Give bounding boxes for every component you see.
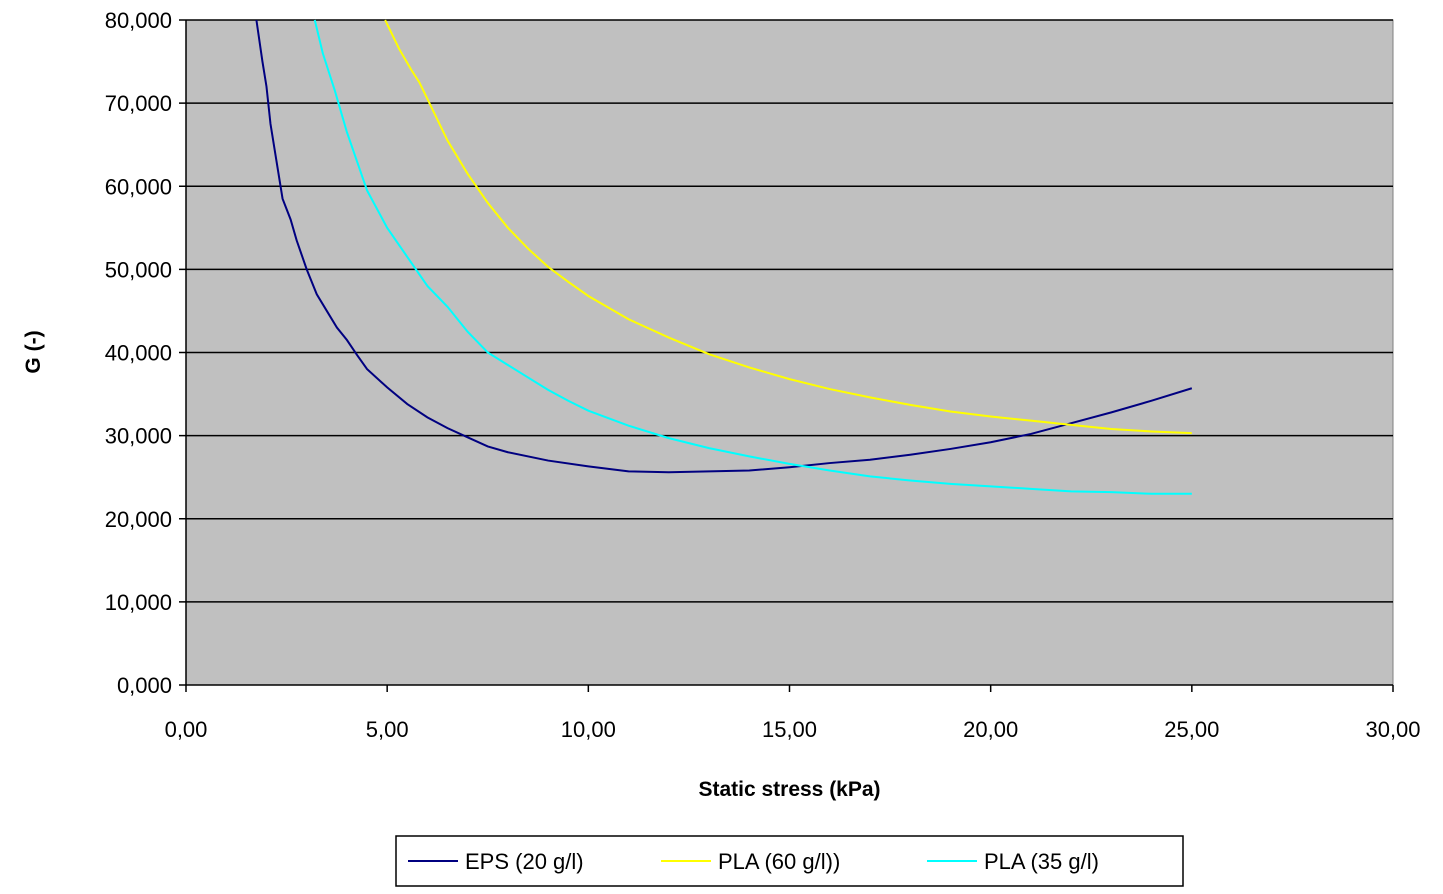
y-tick-label-1: 10,000 xyxy=(105,590,172,615)
y-tick-label-5: 50,000 xyxy=(105,257,172,282)
x-tick-label-5: 25,00 xyxy=(1164,717,1219,742)
legend-label-0: EPS (20 g/l) xyxy=(465,849,584,874)
x-tick-label-0: 0,00 xyxy=(165,717,208,742)
series-line-2 xyxy=(313,19,1192,495)
y-tick-label-2: 20,000 xyxy=(105,507,172,532)
legend: EPS (20 g/l) PLA (60 g/l)) PLA (35 g/l) xyxy=(395,835,1184,887)
legend-label-2: PLA (35 g/l) xyxy=(984,849,1099,874)
series-line-0 xyxy=(255,19,1193,474)
legend-label-1: PLA (60 g/l)) xyxy=(718,849,840,874)
y-tick-label-8: 80,000 xyxy=(105,8,172,33)
x-tick-label-3: 15,00 xyxy=(762,717,817,742)
x-tick-label-4: 20,00 xyxy=(963,717,1018,742)
y-tick-label-0: 0,000 xyxy=(117,673,172,698)
x-tick-label-6: 30,00 xyxy=(1365,717,1420,742)
axes xyxy=(179,19,1394,692)
series-lines xyxy=(255,19,1193,495)
series-line-1 xyxy=(384,19,1192,435)
x-tick-label-2: 10,00 xyxy=(561,717,616,742)
y-tick-label-4: 40,000 xyxy=(105,341,172,366)
y-tick-label-7: 70,000 xyxy=(105,91,172,116)
legend-box xyxy=(395,835,1184,887)
x-axis-title: Static stress (kPa) xyxy=(698,778,880,801)
gridlines xyxy=(186,19,1393,603)
x-tick-label-1: 5,00 xyxy=(366,717,409,742)
y-tick-label-6: 60,000 xyxy=(105,174,172,199)
tick-labels: 0,00 5,00 10,00 15,00 20,00 25,00 30,00 0,000 10… xyxy=(105,8,1421,742)
y-tick-label-3: 30,000 xyxy=(105,424,172,449)
y-axis-title: G (-) xyxy=(22,330,45,373)
